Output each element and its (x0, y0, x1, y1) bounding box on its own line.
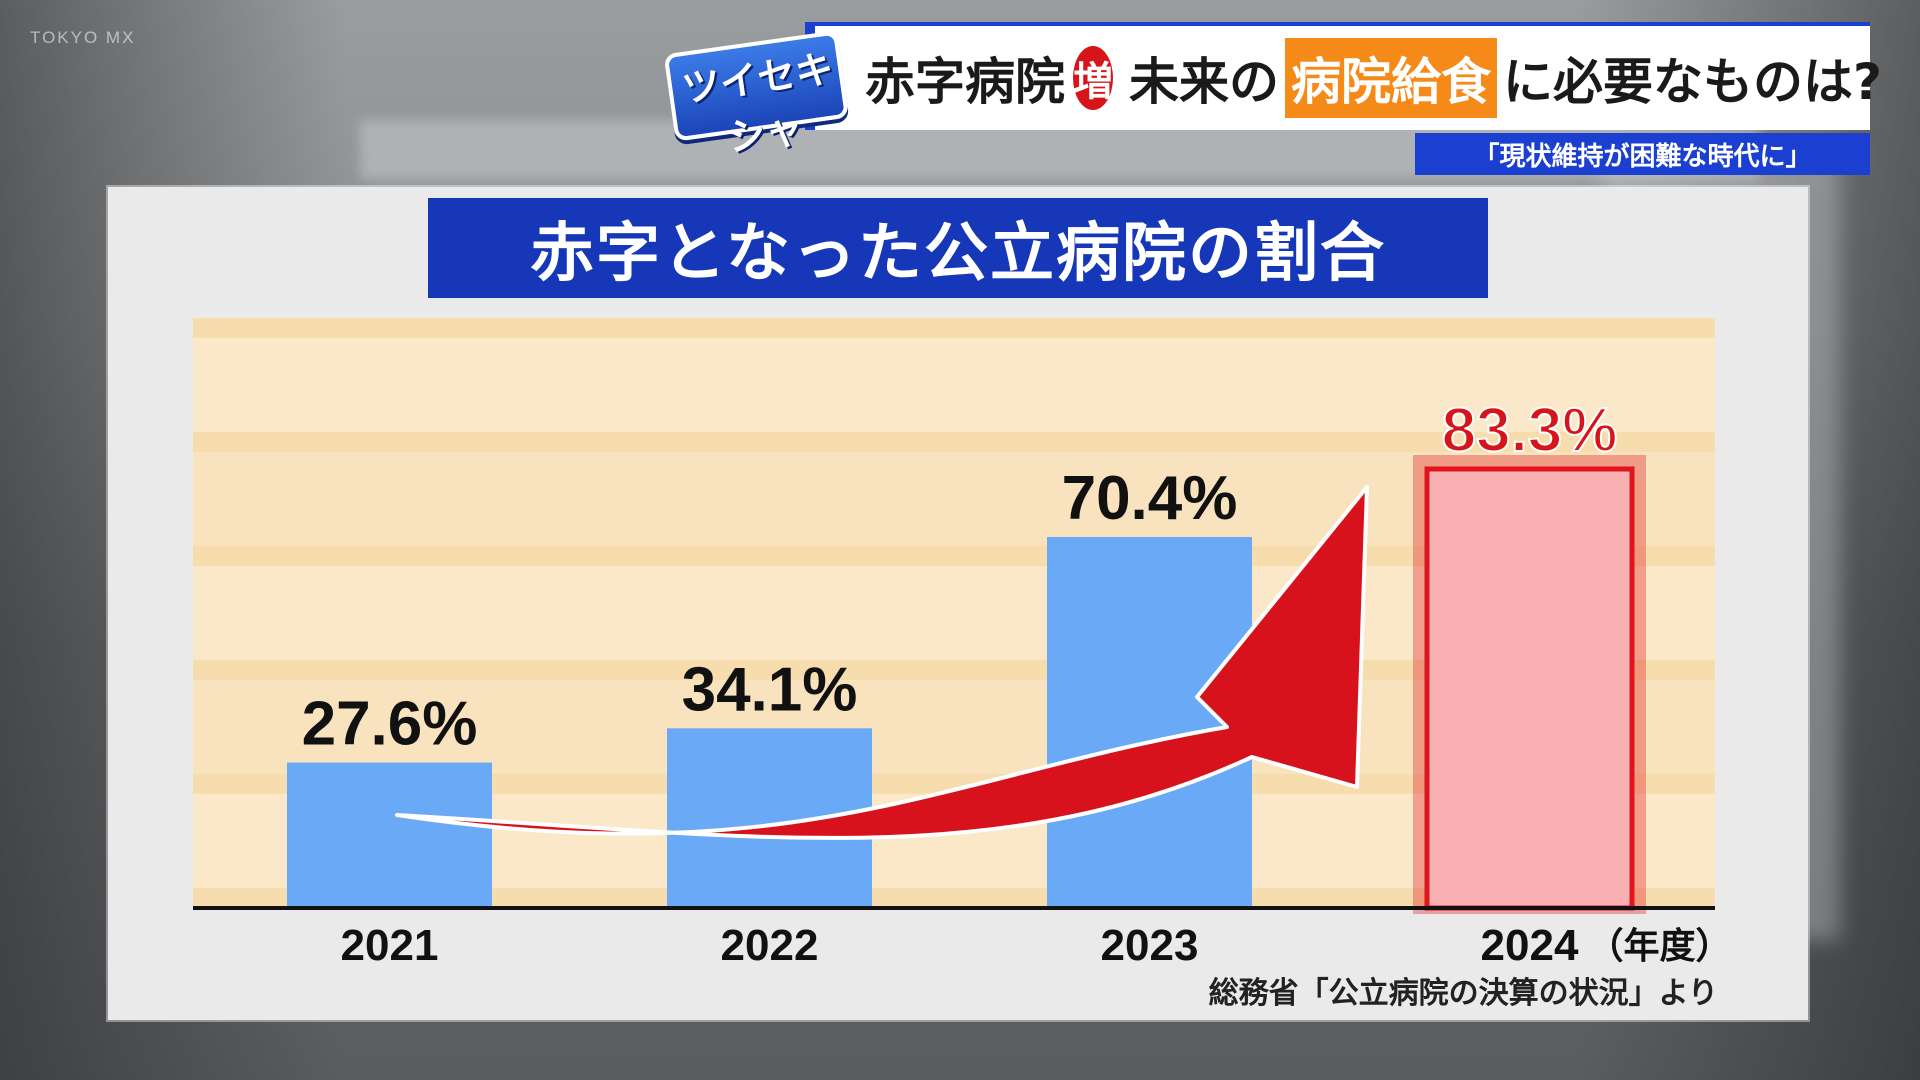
trend-arrow (395, 485, 1369, 840)
value-label-2024: 83.3% (1442, 396, 1618, 465)
x-tick-2021: 2021 (341, 921, 439, 970)
headline-caption: 赤字病院 増 未来の 病院給食 に必要なものは? (805, 22, 1882, 130)
bar-2021 (287, 762, 492, 908)
x-tick-2024: 2024 (1481, 921, 1579, 970)
channel-watermark: TOKYO MX (30, 28, 136, 47)
bar-2024 (1424, 466, 1635, 911)
bar-2023 (1047, 536, 1252, 908)
headline-highlight: 病院給食 (1285, 38, 1497, 118)
x-unit-label: （年度） (1588, 926, 1732, 967)
sub-caption: 「現状維持が困難な時代に」 (1415, 133, 1870, 175)
value-label-2021: 27.6% (302, 690, 478, 759)
source-note: 総務省「公立病院の決算の状況」より (1208, 976, 1718, 1011)
value-label-2023: 70.4% (1062, 464, 1238, 533)
headline-part3: に必要なものは? (1503, 53, 1883, 111)
headline-part2: 未来の (1129, 53, 1279, 111)
chart-title: 赤字となった公立病院の割合 (428, 198, 1488, 298)
increase-badge: 増 (1073, 46, 1113, 110)
headline-part1: 赤字病院 (865, 53, 1065, 111)
value-label-2022: 34.1% (682, 655, 858, 724)
x-tick-2022: 2022 (721, 921, 819, 970)
x-tick-2023: 2023 (1101, 921, 1199, 970)
